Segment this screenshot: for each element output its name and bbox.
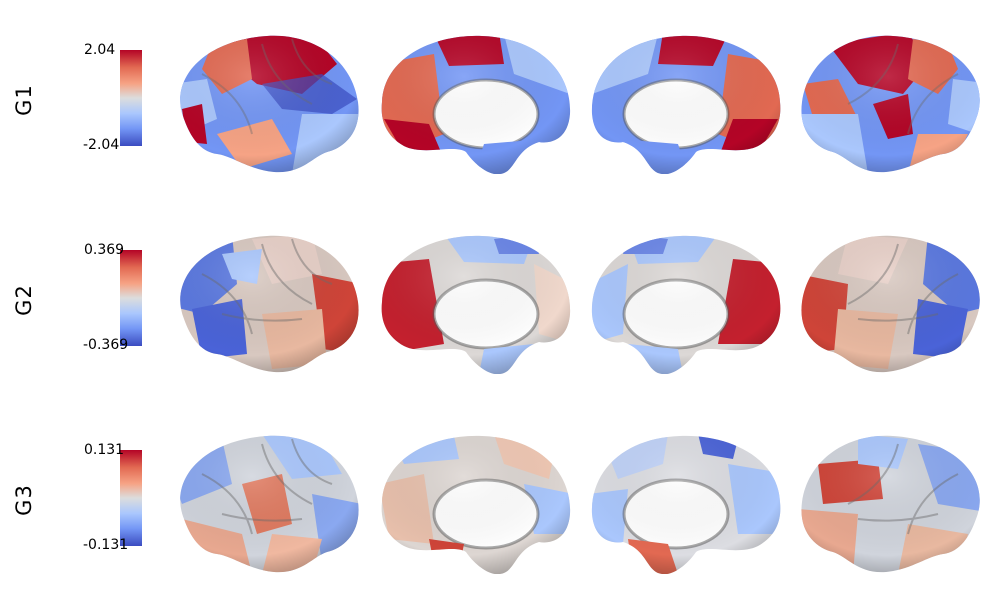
colorbar — [120, 450, 142, 546]
brain-lateral-left — [162, 424, 362, 574]
gradient-row-g2: G2 0.369 -0.369 — [0, 200, 1000, 400]
brain-lateral-right — [798, 224, 998, 374]
colorbar — [120, 250, 142, 346]
colorbar-min-label: -0.131 — [83, 537, 129, 553]
gradient-row-g1: G1 2.04 -2.04 — [0, 0, 1000, 200]
colorbar-max-label: 2.04 — [84, 42, 116, 58]
brain-lateral-right — [798, 424, 998, 574]
row-label: G2 — [12, 284, 36, 316]
brain-lateral-left — [162, 224, 362, 374]
brain-lateral-left — [162, 24, 362, 174]
colorbar — [120, 50, 142, 146]
brain-medial-right — [588, 224, 788, 374]
colorbar-min-label: -0.369 — [83, 337, 129, 353]
brain-medial-right — [588, 24, 788, 174]
brain-lateral-right — [798, 24, 998, 174]
gradient-row-g3: G3 0.131 -0.131 — [0, 400, 1000, 600]
colorbar-max-label: 0.131 — [84, 442, 125, 458]
brain-medial-left — [374, 224, 574, 374]
brain-medial-left — [374, 424, 574, 574]
brain-medial-left — [374, 24, 574, 174]
brain-medial-right — [588, 424, 788, 574]
colorbar-min-label: -2.04 — [83, 137, 120, 153]
colorbar-max-label: 0.369 — [84, 242, 125, 258]
row-label: G3 — [12, 484, 36, 516]
row-label: G1 — [12, 84, 36, 116]
